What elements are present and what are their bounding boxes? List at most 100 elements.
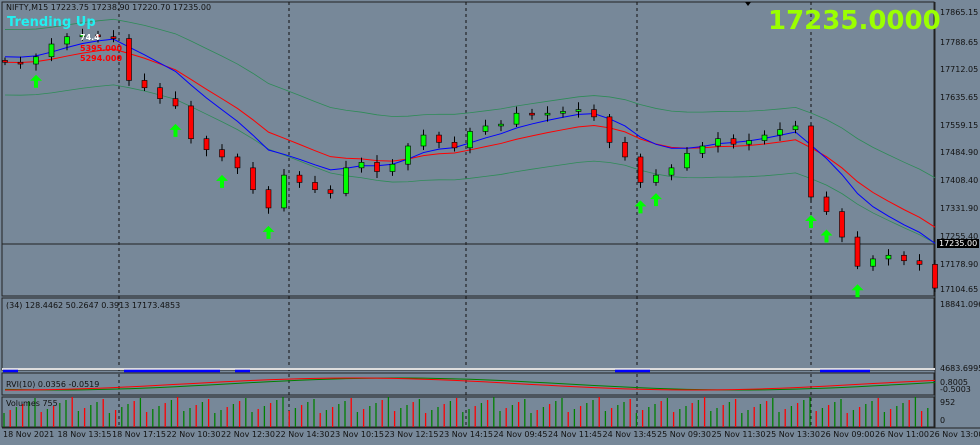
panel-frame: [1, 1, 935, 297]
level-2: 5294.000: [80, 54, 123, 63]
up-arrow-icon: [30, 74, 42, 88]
rvi-signal-line: [4, 377, 936, 391]
big-price-display: 17235.0000: [768, 6, 941, 36]
bear-candle: [312, 182, 318, 191]
time-axis-label: 23 Nov 12:15: [384, 430, 439, 439]
bull-candle: [544, 112, 551, 116]
bear-candle: [126, 38, 132, 81]
time-axis-label: 25 Nov 11:30: [711, 430, 766, 439]
bear-candle: [17, 61, 24, 65]
bear-candle: [296, 174, 303, 183]
time-axis-label: 18 Nov 17:15: [112, 430, 166, 439]
bull-candle: [777, 129, 783, 136]
bear-candle: [141, 80, 148, 89]
bear-candle: [622, 142, 628, 158]
bear-candle: [808, 125, 814, 198]
up-arrow-icon: [169, 123, 182, 137]
price-axis-label: 17559.15: [940, 121, 979, 130]
bull-candle: [33, 56, 39, 65]
time-axis-label: 23 Nov 10:15: [330, 430, 384, 439]
time-axis-label: 24 Nov 13:45: [602, 430, 657, 439]
time-axis-label: 26 Nov 09:00: [820, 430, 875, 439]
bear-candle: [823, 196, 830, 212]
bull-candle: [64, 36, 70, 45]
panel-frame: [1, 396, 935, 428]
up-arrow-icon: [216, 174, 228, 188]
indicator-bottom-value: 4683.6995: [940, 364, 980, 373]
bear-candle: [591, 109, 597, 118]
bear-candle: [637, 156, 644, 183]
price-axis-label: 17484.90: [940, 148, 979, 157]
up-arrow-icon: [851, 284, 864, 298]
bull-candle: [405, 145, 411, 165]
shift-marker-icon: [745, 2, 751, 6]
bear-candle: [451, 142, 458, 149]
bull-candle: [389, 163, 396, 172]
time-axis-label: 25 Nov 13:30: [766, 430, 820, 439]
time-axis-label: 26 Nov 11:00: [875, 430, 929, 439]
bear-candle: [932, 264, 938, 289]
bull-candle: [48, 43, 55, 58]
bear-candle: [234, 156, 241, 169]
bear-candle: [327, 189, 334, 194]
price-axis-label: 17255.40: [940, 232, 979, 241]
bull-candle: [870, 258, 876, 267]
bear-candle: [250, 167, 256, 191]
price-axis-label: 17788.65: [940, 38, 979, 47]
bull-candle: [482, 125, 489, 132]
bear-candle: [436, 134, 442, 143]
time-axis-label: 18 Nov 13:15: [57, 430, 112, 439]
bear-candle: [219, 149, 225, 158]
bear-candle: [2, 60, 8, 63]
time-axis-label: 22 Nov 12:30: [221, 430, 275, 439]
price-axis-label: 17104.65: [940, 285, 979, 294]
rvi-line: [4, 377, 936, 391]
bull-candle: [575, 109, 582, 112]
bull-candle: [358, 162, 365, 169]
bear-candle: [854, 236, 861, 267]
bull-candle: [467, 131, 473, 149]
bear-candle: [188, 105, 194, 140]
price-axis-label: 17178.90: [940, 260, 979, 269]
bull-candle: [684, 152, 690, 169]
bull-candle: [761, 134, 768, 141]
volume-top-value: 952: [940, 398, 956, 407]
time-axis-label: 23 Nov 14:15: [439, 430, 493, 439]
bull-candle: [513, 112, 520, 125]
bear-candle: [203, 138, 210, 150]
volume-bottom-value: 0: [940, 416, 946, 425]
price-axis-label: 17408.40: [940, 176, 979, 185]
rvi-label: RVI(10) 0.0356 -0.0519: [6, 380, 100, 389]
price-axis-label: 17635.65: [940, 93, 979, 102]
time-axis-label: 26 Nov 13:00: [929, 430, 980, 439]
lower-band-line: [4, 84, 936, 244]
trend-label: Trending Up: [7, 15, 96, 30]
bull-candle: [560, 111, 566, 114]
time-axis-label: 24 Nov 09:45: [493, 430, 548, 439]
bear-candle: [529, 112, 535, 116]
bull-candle: [281, 174, 287, 209]
bull-candle: [699, 145, 706, 154]
time-axis-label: 22 Nov 10:30: [166, 430, 221, 439]
time-axis-label: 24 Nov 11:45: [548, 430, 602, 439]
bear-candle: [901, 254, 907, 262]
up-arrow-icon: [262, 225, 275, 239]
time-axis-label: 22 Nov 14:30: [275, 430, 330, 439]
bull-candle: [746, 140, 752, 145]
bull-candle: [79, 34, 86, 38]
bear-candle: [374, 162, 380, 172]
bear-candle: [172, 98, 179, 107]
price-axis-label: 17331.90: [940, 204, 979, 213]
bear-candle: [157, 87, 163, 99]
bull-candle: [792, 125, 799, 130]
bull-candle: [343, 167, 349, 194]
indicator-label: (34) 128.4462 50.2647 0.3913 17173.4853: [6, 301, 181, 310]
symbol-info: NIFTY,M15 17223.75 17238.90 17220.70 172…: [6, 3, 212, 12]
bull-candle: [420, 134, 427, 147]
up-arrow-icon: [650, 193, 662, 207]
up-arrow-icon: [820, 229, 833, 243]
panel-frame: [1, 372, 935, 396]
bull-candle: [653, 174, 659, 183]
